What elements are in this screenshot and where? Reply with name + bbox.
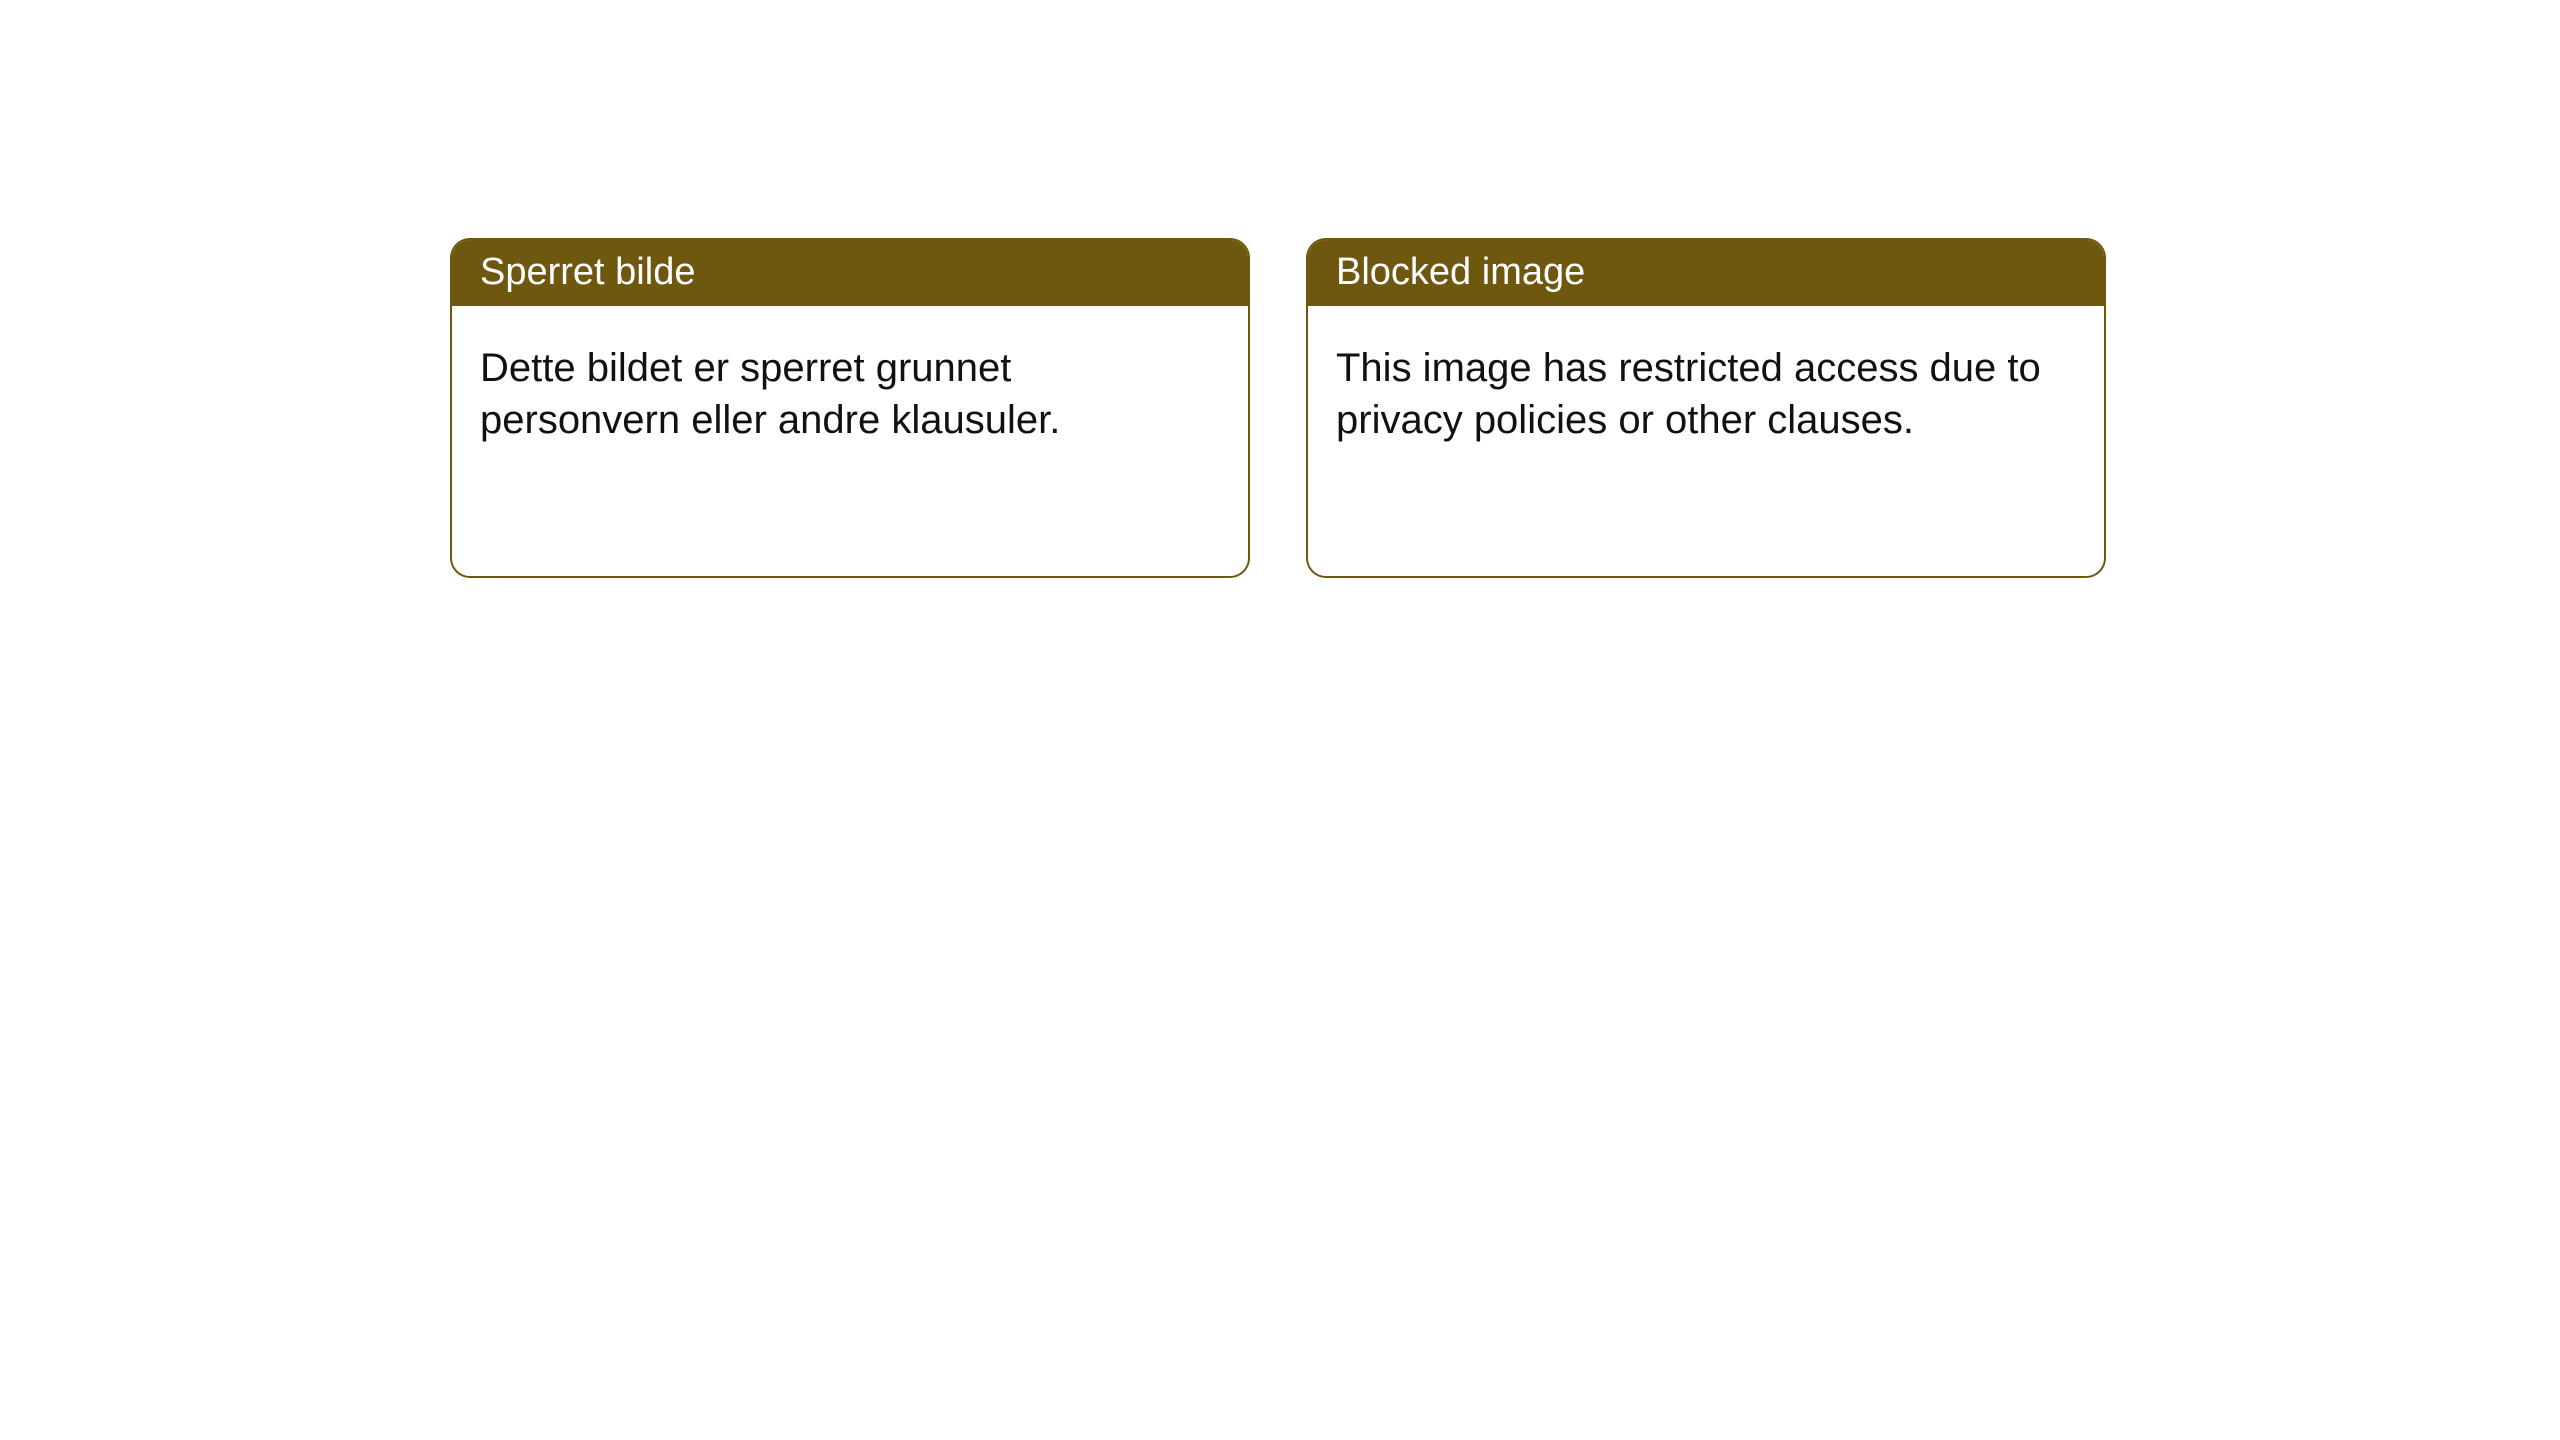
notice-title-norwegian: Sperret bilde	[452, 240, 1248, 306]
notice-message-norwegian: Dette bildet er sperret grunnet personve…	[452, 306, 1248, 474]
notice-card-english: Blocked image This image has restricted …	[1306, 238, 2106, 578]
notice-message-english: This image has restricted access due to …	[1308, 306, 2104, 474]
notice-title-english: Blocked image	[1308, 240, 2104, 306]
notice-container: Sperret bilde Dette bildet er sperret gr…	[0, 0, 2560, 578]
notice-card-norwegian: Sperret bilde Dette bildet er sperret gr…	[450, 238, 1250, 578]
